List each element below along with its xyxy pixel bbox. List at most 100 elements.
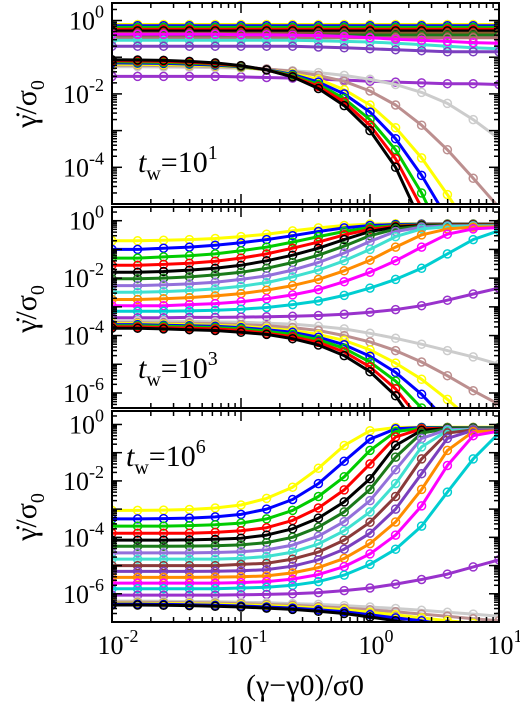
data-point bbox=[184, 535, 195, 545]
data-point bbox=[132, 267, 143, 278]
data-point bbox=[339, 535, 349, 545]
data-point bbox=[210, 560, 220, 571]
data-point bbox=[287, 237, 298, 247]
data-point bbox=[112, 280, 117, 291]
data-point bbox=[416, 442, 427, 452]
data-point bbox=[236, 29, 246, 40]
data-point bbox=[339, 70, 349, 81]
data-point bbox=[390, 79, 401, 90]
data-point bbox=[390, 384, 401, 394]
data-point bbox=[132, 560, 143, 571]
data-point bbox=[416, 374, 427, 385]
series-14 bbox=[112, 555, 499, 600]
data-point bbox=[339, 256, 349, 266]
data-point bbox=[132, 306, 143, 317]
data-point bbox=[339, 241, 349, 251]
data-point bbox=[287, 72, 298, 82]
data-point bbox=[469, 475, 477, 483]
data-point bbox=[494, 555, 499, 565]
data-point bbox=[442, 370, 453, 381]
data-point bbox=[184, 572, 195, 583]
data-point bbox=[158, 35, 169, 45]
series-line bbox=[112, 44, 499, 54]
data-point bbox=[313, 30, 324, 41]
data-point bbox=[112, 554, 117, 564]
data-point bbox=[390, 491, 401, 502]
data-point bbox=[261, 65, 272, 75]
data-point bbox=[132, 29, 143, 40]
data-point bbox=[416, 224, 427, 234]
data-point bbox=[158, 528, 169, 538]
data-point bbox=[390, 122, 401, 133]
data-point bbox=[158, 280, 169, 290]
data-point bbox=[184, 292, 195, 303]
data-point bbox=[365, 538, 375, 549]
data-point bbox=[468, 234, 478, 245]
data-point bbox=[443, 273, 451, 281]
data-point bbox=[416, 78, 427, 88]
data-point bbox=[416, 484, 427, 495]
data-point bbox=[313, 606, 324, 617]
data-point bbox=[158, 548, 169, 558]
data-point bbox=[210, 566, 220, 576]
data-point bbox=[287, 290, 298, 300]
data-point bbox=[158, 578, 169, 588]
data-point bbox=[365, 473, 375, 484]
data-point bbox=[261, 271, 272, 281]
data-point bbox=[261, 329, 272, 340]
data-point bbox=[390, 616, 401, 622]
data-point bbox=[416, 300, 427, 311]
data-point bbox=[365, 255, 375, 265]
data-point bbox=[443, 624, 451, 632]
data-point bbox=[210, 325, 220, 336]
data-point bbox=[287, 561, 298, 571]
data-point bbox=[184, 29, 195, 40]
series-line bbox=[112, 229, 499, 313]
data-point bbox=[236, 546, 246, 557]
data-point bbox=[261, 514, 272, 524]
data-point bbox=[210, 527, 220, 538]
data-point bbox=[158, 541, 169, 552]
data-point bbox=[210, 277, 220, 287]
data-point bbox=[390, 517, 401, 527]
data-point bbox=[442, 569, 453, 579]
data-point bbox=[132, 528, 143, 538]
data-point bbox=[184, 279, 195, 289]
data-point bbox=[184, 265, 195, 275]
series-19 bbox=[112, 55, 415, 204]
plot-frame bbox=[111, 2, 500, 205]
data-point bbox=[261, 493, 272, 504]
data-point bbox=[469, 262, 477, 270]
series-11 bbox=[112, 41, 499, 57]
data-point bbox=[236, 41, 246, 51]
data-point bbox=[210, 58, 220, 68]
data-point bbox=[158, 600, 169, 611]
data-point bbox=[132, 578, 143, 588]
data-point bbox=[112, 294, 117, 305]
data-point bbox=[494, 616, 499, 622]
data-point bbox=[442, 295, 453, 305]
data-point bbox=[339, 31, 349, 42]
data-point bbox=[339, 472, 349, 482]
data-point bbox=[236, 327, 246, 338]
x-tick-label: 101 bbox=[488, 626, 520, 660]
data-point bbox=[112, 300, 117, 311]
data-point bbox=[184, 324, 195, 335]
panel-top: 100 10-2 10-4 γ̇/σ0 tw=101 bbox=[10, 2, 500, 281]
data-point bbox=[443, 475, 451, 483]
data-point bbox=[236, 231, 246, 242]
data-point bbox=[236, 35, 246, 45]
data-point bbox=[184, 554, 195, 564]
data-point bbox=[287, 494, 298, 505]
data-point bbox=[416, 263, 427, 274]
data-point bbox=[494, 225, 499, 236]
data-point bbox=[261, 249, 272, 259]
y-tick-label: 10-4 bbox=[63, 518, 104, 552]
data-point bbox=[313, 478, 324, 489]
data-point bbox=[442, 189, 453, 200]
data-point bbox=[390, 133, 401, 144]
data-point bbox=[313, 463, 324, 474]
data-point bbox=[132, 554, 143, 564]
data-point bbox=[390, 440, 401, 451]
data-point bbox=[468, 430, 478, 441]
